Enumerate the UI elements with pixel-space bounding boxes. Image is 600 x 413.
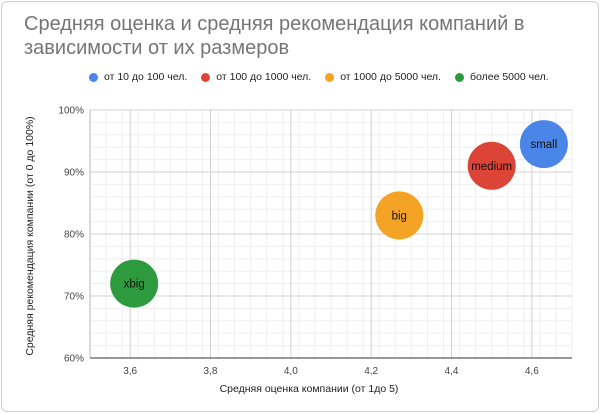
legend-marker-icon — [325, 72, 335, 82]
chart-title: Средняя оценка и средняя рекомендация ко… — [24, 13, 525, 59]
x-tick-label: 4,2 — [364, 366, 378, 377]
legend-marker-icon — [201, 72, 211, 82]
data-point-label: medium — [471, 161, 512, 173]
y-tick-label: 80% — [64, 230, 84, 241]
legend-label: более 5000 чел. — [469, 71, 549, 83]
y-tick-label: 60% — [64, 354, 84, 365]
legend-item-big[interactable]: от 1000 до 5000 чел. — [325, 71, 441, 83]
x-tick-label: 4,4 — [445, 366, 459, 377]
legend-label: от 10 до 100 чел. — [104, 71, 188, 83]
x-tick-label: 3,6 — [123, 366, 137, 377]
data-point-label: xbig — [124, 279, 145, 291]
legend-marker-icon — [454, 72, 464, 82]
data-point-bubble — [519, 120, 568, 169]
legend-item-small[interactable]: от 10 до 100 чел. — [89, 71, 187, 83]
legend: от 10 до 100 чел. от 100 до 1000 чел. от… — [89, 71, 549, 83]
data-point-bubble — [467, 141, 516, 190]
data-point-label: big — [392, 210, 407, 222]
legend-item-medium[interactable]: от 100 до 1000 чел. — [201, 71, 311, 83]
data-point-bubble — [110, 259, 159, 308]
y-tick-label: 70% — [64, 292, 84, 303]
x-tick-label: 4,6 — [525, 366, 539, 377]
x-tick-label: 4,0 — [284, 366, 298, 377]
data-point-bubble — [375, 191, 424, 240]
legend-marker-icon — [89, 72, 98, 82]
data-point-label: small — [530, 139, 557, 151]
legend-item-xbig[interactable]: более 5000 чел. — [454, 71, 549, 83]
legend-label: от 100 до 1000 чел. — [216, 71, 312, 83]
x-axis-title: Средняя оценка компании (от 1до 5) — [219, 383, 399, 395]
x-tick-label: 3,8 — [204, 366, 218, 377]
legend-label: от 1000 до 5000 чел. — [340, 71, 441, 83]
y-tick-label: 90% — [64, 168, 84, 179]
y-tick-label: 100% — [58, 106, 84, 117]
